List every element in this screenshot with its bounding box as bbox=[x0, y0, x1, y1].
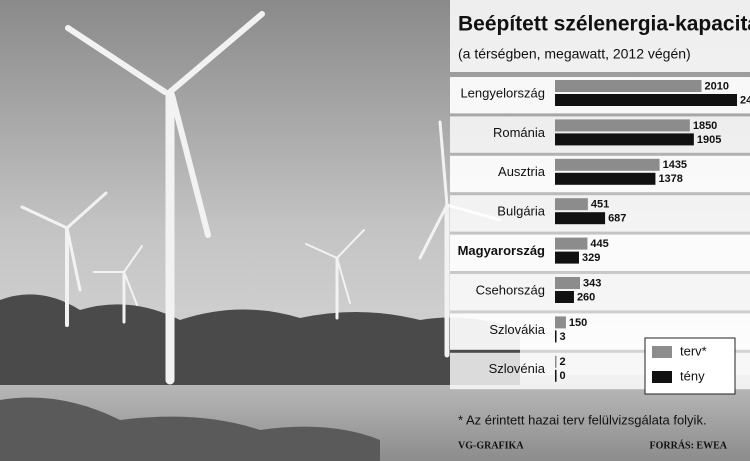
plot-area: Lengyelország 2010 2497 Románia 1850 1905 Ausz… bbox=[450, 77, 750, 390]
category-label: Szlovákia bbox=[489, 322, 545, 337]
value-label: 0 bbox=[560, 370, 566, 382]
value-label: 1905 bbox=[697, 134, 721, 146]
value-label: 260 bbox=[577, 291, 595, 303]
value-label: 451 bbox=[591, 199, 609, 211]
legend-label: tény bbox=[680, 368, 705, 383]
value-label: 1378 bbox=[658, 173, 682, 185]
value-label: 2 bbox=[560, 356, 566, 368]
value-label: 2010 bbox=[705, 80, 729, 92]
bar bbox=[555, 133, 694, 146]
bar bbox=[555, 291, 574, 303]
category-label: Románia bbox=[493, 125, 546, 140]
legend: terv* tény bbox=[644, 337, 736, 395]
bar bbox=[555, 251, 579, 264]
source: FORRÁS: EWEA bbox=[649, 439, 727, 451]
category-label: Csehország bbox=[476, 282, 545, 297]
row-band bbox=[450, 234, 750, 271]
category-label: Lengyelország bbox=[460, 85, 545, 100]
bar bbox=[555, 330, 557, 343]
value-label: 687 bbox=[608, 213, 626, 225]
bar bbox=[555, 172, 656, 185]
chart-subtitle: (a térségben, megawatt, 2012 végén) bbox=[458, 46, 691, 62]
value-label: 1850 bbox=[693, 120, 717, 132]
bar bbox=[555, 277, 581, 289]
value-label: 1435 bbox=[663, 159, 687, 171]
bar bbox=[555, 355, 557, 368]
bar bbox=[555, 212, 606, 225]
bar bbox=[555, 94, 737, 106]
category-label: Ausztria bbox=[498, 164, 546, 179]
bar bbox=[555, 369, 557, 382]
bar bbox=[555, 316, 566, 329]
bar bbox=[555, 80, 702, 92]
category-label: Magyarország bbox=[458, 243, 545, 258]
value-label: 3 bbox=[560, 331, 566, 343]
row-band bbox=[450, 274, 750, 311]
legend-swatch bbox=[652, 346, 672, 358]
value-label: 343 bbox=[583, 277, 601, 289]
category-label: Szlovénia bbox=[489, 361, 546, 376]
bar bbox=[555, 237, 588, 250]
chart-title: Beépített szélenergia-kapacitások bbox=[458, 13, 750, 36]
legend-label: terv* bbox=[680, 343, 707, 358]
category-label: Bulgária bbox=[497, 204, 545, 219]
bar bbox=[555, 158, 660, 171]
bar bbox=[555, 198, 588, 211]
value-label: 445 bbox=[590, 238, 608, 250]
legend-swatch bbox=[652, 371, 672, 383]
footnote: * Az érintett hazai terv felülvizsgálata… bbox=[458, 412, 707, 427]
value-label: 2497 bbox=[740, 94, 750, 106]
bar bbox=[555, 119, 690, 132]
credit: VG-GRAFIKA bbox=[458, 440, 524, 451]
value-label: 150 bbox=[569, 317, 587, 329]
value-label: 329 bbox=[582, 252, 600, 264]
